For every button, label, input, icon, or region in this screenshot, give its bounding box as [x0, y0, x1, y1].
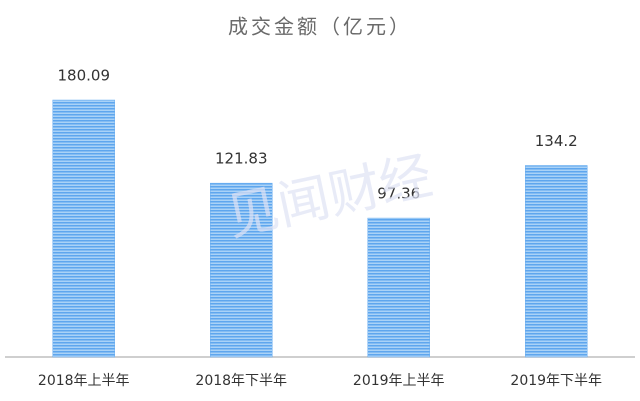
x-tick-label: 2018年下半年 [195, 373, 287, 389]
bar [367, 217, 430, 358]
bar [52, 99, 115, 358]
value-label: 180.09 [58, 67, 111, 85]
x-tick-label: 2019年下半年 [510, 373, 602, 389]
bar [525, 165, 588, 358]
value-label: 97.36 [377, 185, 420, 203]
value-label: 121.83 [215, 150, 268, 168]
value-label: 134.2 [535, 132, 578, 150]
chart-title: 成交金额（亿元） [228, 15, 412, 39]
x-tick-label: 2018年上半年 [38, 373, 130, 389]
bar [210, 182, 273, 358]
x-tick-label: 2019年上半年 [353, 373, 445, 389]
